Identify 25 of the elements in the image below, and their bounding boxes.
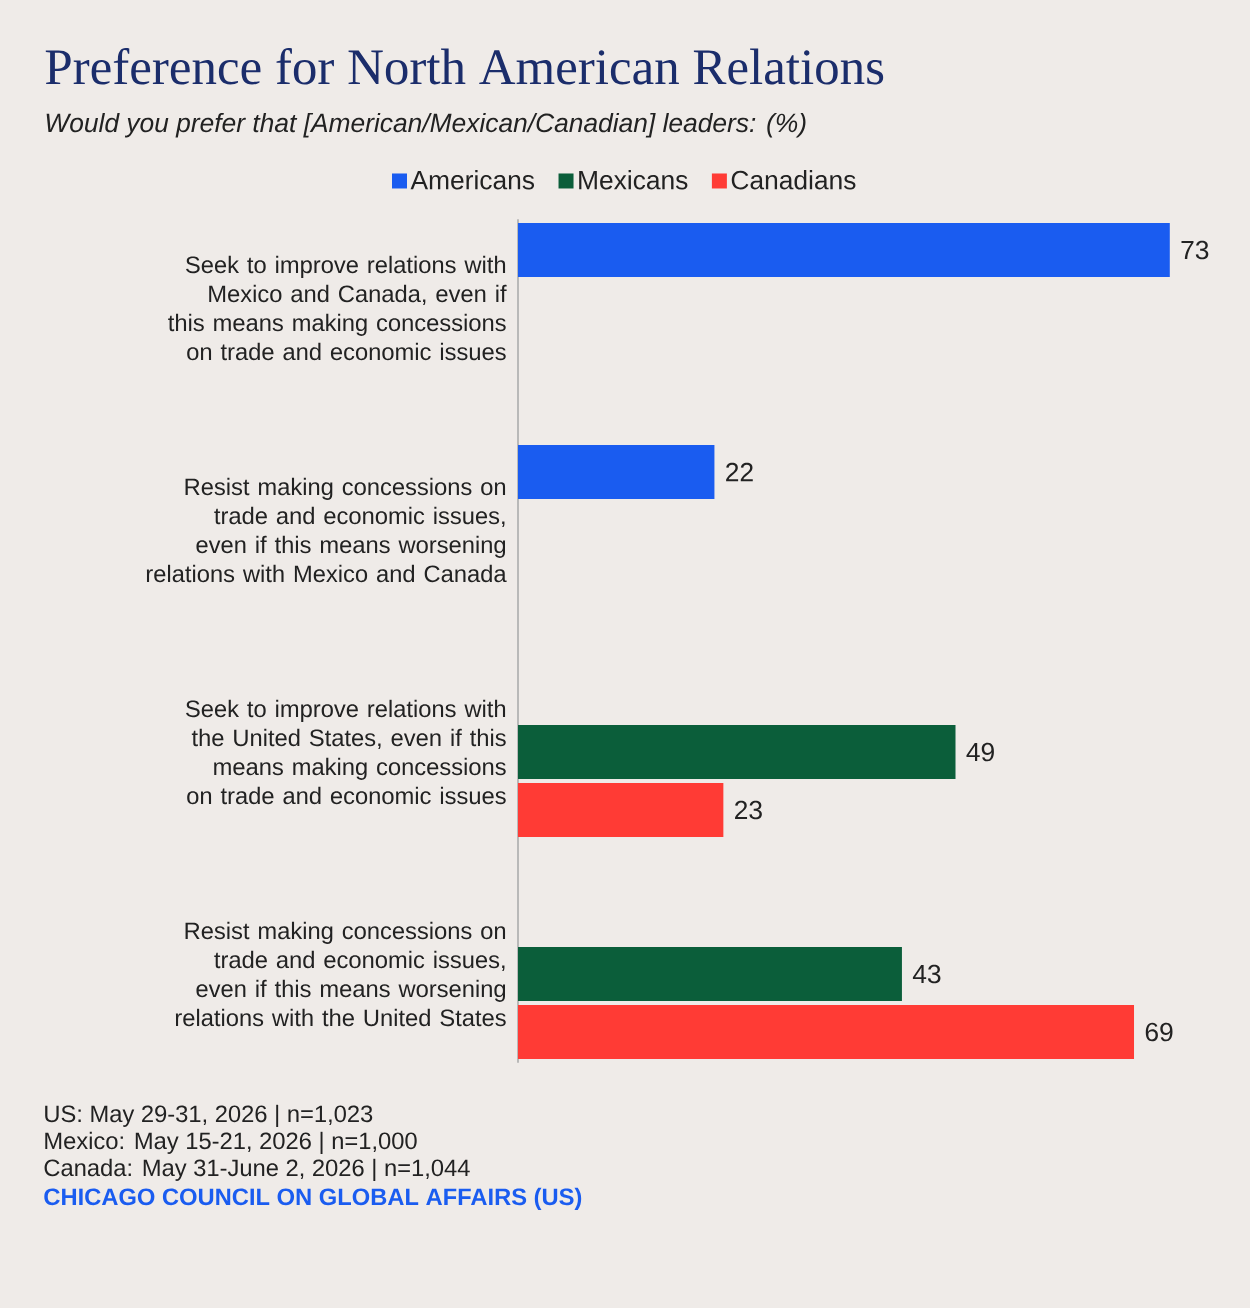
bar	[518, 223, 1170, 277]
data-label: 43	[912, 964, 941, 984]
data-label: 73	[1181, 240, 1209, 260]
y-tick-label: Seek to improve relations with Mexico and Canada, even if this means making concessions on trade and economic issues	[168, 255, 507, 361]
chart-title: Preference for North American Relations	[45, 48, 884, 85]
bar	[518, 783, 724, 837]
y-tick-label: Resist making concessions on trade and economic issues, even if this means worsening relations with Mexico and Canada	[146, 477, 507, 583]
text: Canada: May 31-June 2, 2026 | n=1,044	[44, 1158, 470, 1182]
bar	[518, 1005, 1135, 1060]
legend-label: Americans	[410, 170, 535, 190]
y-tick-label: Resist making concessions on trade and economic issues, even if this means worsening relations with the United States	[175, 921, 506, 1027]
bar	[518, 725, 956, 779]
legend-label: Mexicans	[579, 170, 688, 190]
legend-label: Canadians	[731, 170, 856, 190]
bar	[518, 947, 902, 1001]
data-label: 69	[1145, 1022, 1173, 1042]
data-label: 22	[726, 462, 753, 482]
y-tick-label: Seek to improve relations with the United States, even if this means making concessions on trade and economic issues	[186, 699, 506, 805]
data-label: 49	[966, 742, 994, 762]
chart-subtitle: Would you prefer that [American/Mexican/Canadian] leaders: (%)	[46, 112, 806, 138]
text: US: May 29-31, 2026 | n=1,023	[45, 1104, 373, 1128]
text: CHICAGO COUNCIL ON GLOBAL AFFAIRS (US)	[44, 1187, 582, 1210]
bar	[518, 445, 715, 499]
text: Mexico: May 15-21, 2026 | n=1,000	[45, 1131, 417, 1155]
data-label: 23	[735, 800, 762, 820]
